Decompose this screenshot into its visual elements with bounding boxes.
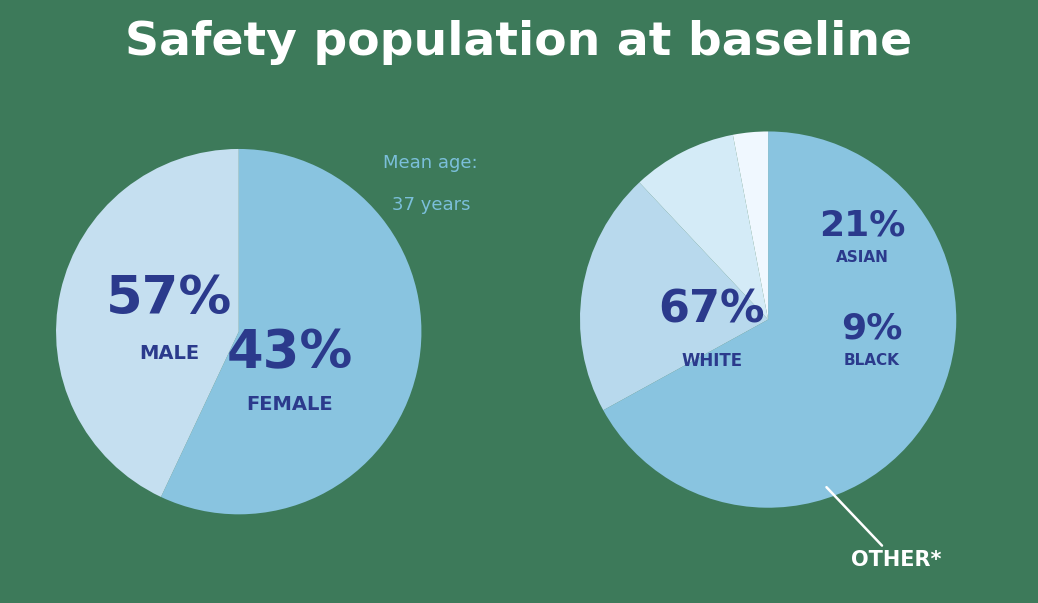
Wedge shape [603,131,956,508]
Text: 21%: 21% [819,209,905,242]
Wedge shape [161,149,421,514]
Text: Mean age:: Mean age: [383,154,479,172]
Text: 37 years: 37 years [391,196,470,214]
Text: 9%: 9% [841,312,902,346]
Text: MALE: MALE [139,344,199,363]
Wedge shape [639,135,768,320]
Wedge shape [56,149,239,497]
Text: ASIAN: ASIAN [836,250,889,265]
Text: OTHER*: OTHER* [826,487,941,570]
Text: 57%: 57% [106,273,233,325]
Text: 67%: 67% [658,289,765,332]
Text: BLACK: BLACK [844,353,900,368]
Wedge shape [580,183,768,410]
Text: WHITE: WHITE [681,352,742,370]
Text: Safety population at baseline: Safety population at baseline [126,20,912,65]
Wedge shape [733,131,768,320]
Text: 43%: 43% [226,327,353,379]
Text: FEMALE: FEMALE [247,395,333,414]
